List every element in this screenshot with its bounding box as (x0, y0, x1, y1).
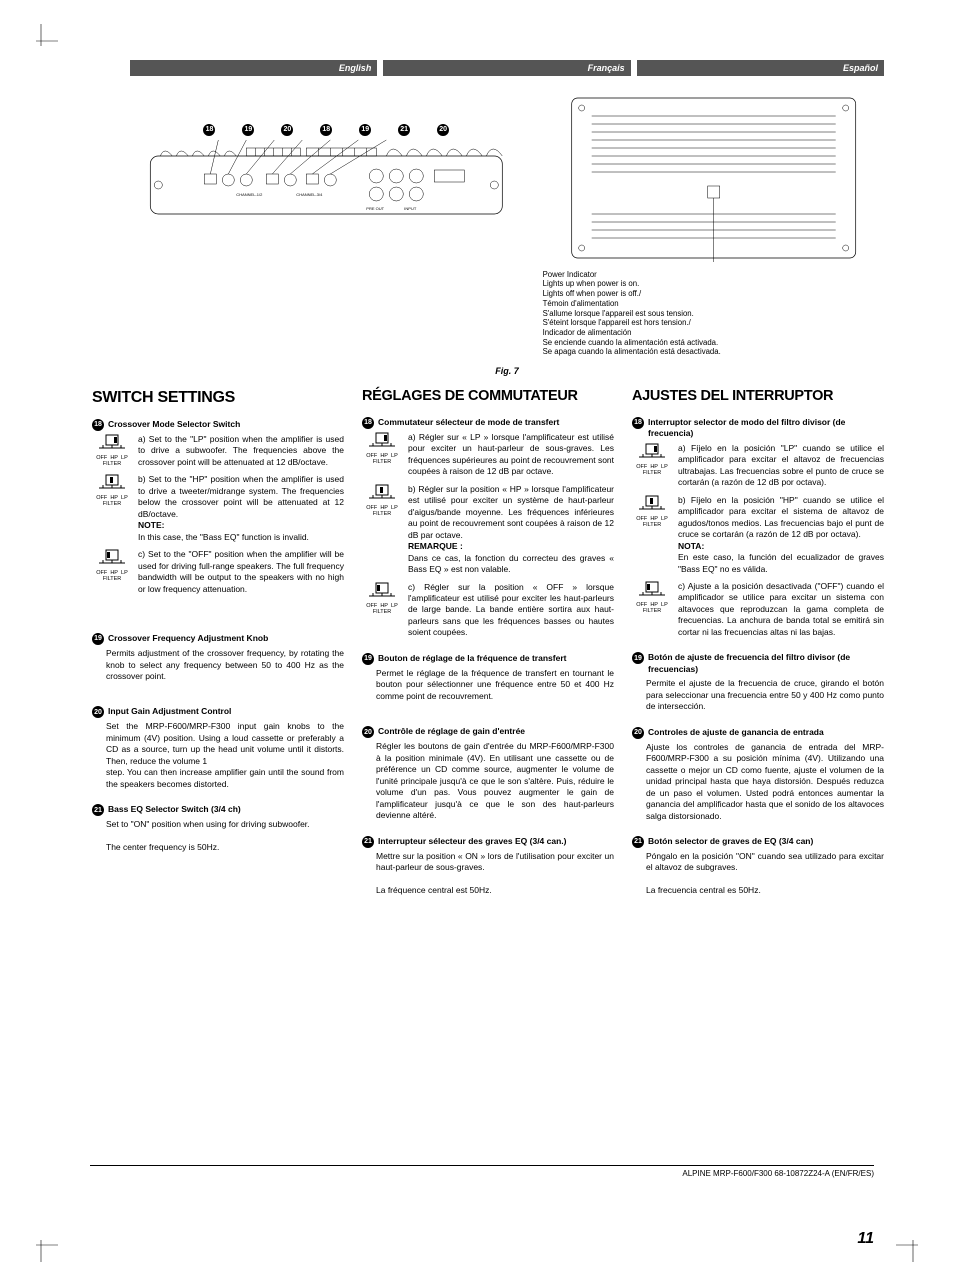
callout-row: 18 19 20 18 19 21 20 (190, 124, 463, 136)
num-19-es: 19 (632, 652, 644, 664)
num-21-es: 21 (632, 836, 644, 848)
switch-icon-off: OFF HP LPFILTER (362, 582, 402, 639)
title-21-es: Botón selector de graves de EQ (3/4 can) (648, 836, 813, 848)
num-21-fr: 21 (362, 836, 374, 848)
callout: 19 (242, 124, 254, 136)
callout: 19 (359, 124, 371, 136)
pi-line: Se enciende cuando la alimentación está … (543, 338, 884, 348)
callout: 20 (437, 124, 449, 136)
text-20-es: Ajuste los controles de ganancia de entr… (646, 742, 884, 822)
num-21: 21 (92, 804, 104, 816)
pi-line: Se apaga cuando la alimentación está des… (543, 347, 884, 357)
pi-line: Lights up when power is on. (543, 279, 884, 289)
title-18: Crossover Mode Selector Switch (108, 419, 240, 431)
pi-line: S'éteint lorsque l'appareil est hors ten… (543, 318, 884, 328)
switch-icon-lp: OFF HP LPFILTER (362, 432, 402, 478)
switch-icon-hp: OFF HP LPFILTER (92, 474, 132, 543)
figure-caption: Fig. 7 (130, 365, 884, 377)
lang-tab-es: Español (637, 60, 884, 76)
crop-mark (896, 1228, 930, 1262)
heading-fr: RÉGLAGES DE COMMUTATEUR (362, 387, 614, 407)
text-21-fr: Mettre sur la position « ON » lors de l'… (376, 851, 614, 897)
text-18a-fr: a) Régler sur « LP » lorsque l'amplifica… (408, 432, 614, 478)
num-18-es: 18 (632, 417, 644, 429)
title-19: Crossover Frequency Adjustment Knob (108, 633, 268, 645)
svg-text:CHANNEL-3/4: CHANNEL-3/4 (296, 192, 323, 197)
language-bar: English Français Español (130, 60, 884, 76)
title-21-fr: Interrupteur sélecteur des graves EQ (3/… (378, 836, 567, 848)
footer-divider (90, 1165, 874, 1166)
num-20-fr: 20 (362, 726, 374, 738)
text-18b-fr: b) Régler sur la position « HP » lorsque… (408, 484, 614, 576)
text-19-es: Permite el ajuste de la frecuencia de cr… (646, 678, 884, 712)
text-18c-es: c) Ajuste a la posición desactivada ("OF… (678, 581, 884, 638)
text-21: Set to "ON" position when using for driv… (106, 819, 344, 853)
pi-line: Power Indicator (543, 270, 884, 280)
text-19: Permits adjustment of the crossover freq… (106, 648, 344, 682)
footer-text: ALPINE MRP-F600/F300 68-10872Z24-A (EN/F… (682, 1169, 874, 1180)
switch-icon-hp: OFF HP LPFILTER (632, 495, 672, 575)
heading-en: SWITCH SETTINGS (92, 387, 344, 409)
pi-line: Indicador de alimentación (543, 328, 884, 338)
num-19-fr: 19 (362, 653, 374, 665)
text-18c: c) Set to the "OFF" position when the am… (138, 549, 344, 595)
svg-text:PRE OUT: PRE OUT (366, 206, 384, 211)
num-18: 18 (92, 419, 104, 431)
page-number: 11 (857, 1228, 874, 1250)
pi-line: Témoin d'alimentation (543, 299, 884, 309)
num-18-fr: 18 (362, 417, 374, 429)
title-20: Input Gain Adjustment Control (108, 706, 231, 718)
text-19-fr: Permet le réglage de la fréquence de tra… (376, 668, 614, 702)
text-18b: b) Set to the "HP" position when the amp… (138, 474, 344, 543)
switch-icon-off: OFF HP LPFILTER (632, 581, 672, 638)
text-21-es: Póngalo en la posición "ON" cuando sea u… (646, 851, 884, 897)
title-19-es: Botón de ajuste de frecuencia del filtro… (648, 652, 884, 675)
title-21: Bass EQ Selector Switch (3/4 ch) (108, 804, 241, 816)
text-20: Set the MRP-F600/MRP-F300 input gain kno… (106, 721, 344, 790)
text-18c-fr: c) Régler sur la position « OFF » lorsqu… (408, 582, 614, 639)
amplifier-panel-diagram: CHANNEL-1/2 CHANNEL-3/4 PRE OUT INPUT (130, 138, 523, 233)
text-18a: a) Set to the "LP" position when the amp… (138, 434, 344, 468)
heading-es: AJUSTES DEL INTERRUPTOR (632, 387, 884, 407)
title-20-fr: Contrôle de réglage de gain d'entrée (378, 726, 525, 738)
num-19: 19 (92, 633, 104, 645)
title-20-es: Controles de ajuste de ganancia de entra… (648, 727, 824, 739)
text-18b-es: b) Fíjelo en la posición "HP" cuando se … (678, 495, 884, 575)
svg-text:CHANNEL-1/2: CHANNEL-1/2 (236, 192, 263, 197)
lang-tab-fr: Français (383, 60, 630, 76)
title-18-fr: Commutateur sélecteur de mode de transfe… (378, 417, 559, 429)
num-20-es: 20 (632, 727, 644, 739)
title-18-es: Interruptor selector de modo del filtro … (648, 417, 884, 440)
svg-text:INPUT: INPUT (404, 206, 417, 211)
crop-mark (24, 1228, 58, 1262)
switch-icon-lp: OFF HP LPFILTER (92, 434, 132, 468)
pi-line: S'allume lorsque l'appareil est sous ten… (543, 309, 884, 319)
amplifier-top-diagram (543, 94, 884, 262)
text-20-fr: Régler les boutons de gain d'entrée du M… (376, 741, 614, 821)
callout: 20 (281, 124, 293, 136)
column-spanish: AJUSTES DEL INTERRUPTOR 18 Interruptor se… (632, 387, 884, 911)
crop-mark (24, 24, 58, 58)
title-19-fr: Bouton de réglage de la fréquence de tra… (378, 653, 566, 665)
switch-icon-hp: OFF HP LPFILTER (362, 484, 402, 576)
text-18a-es: a) Fíjelo en la posición "LP" cuando se … (678, 443, 884, 489)
column-english: SWITCH SETTINGS 18 Crossover Mode Selecto… (92, 387, 344, 911)
lang-tab-en: English (130, 60, 377, 76)
pi-line: Lights off when power is off./ (543, 289, 884, 299)
column-french: RÉGLAGES DE COMMUTATEUR 18 Commutateur sé… (362, 387, 614, 911)
switch-icon-off: OFF HP LPFILTER (92, 549, 132, 595)
figure-area: 18 19 20 18 19 21 20 (130, 94, 884, 357)
callout: 18 (320, 124, 332, 136)
callout: 18 (203, 124, 215, 136)
num-20: 20 (92, 706, 104, 718)
switch-icon-lp: OFF HP LPFILTER (632, 443, 672, 489)
power-indicator-text: Power Indicator Lights up when power is … (543, 270, 884, 358)
callout: 21 (398, 124, 410, 136)
